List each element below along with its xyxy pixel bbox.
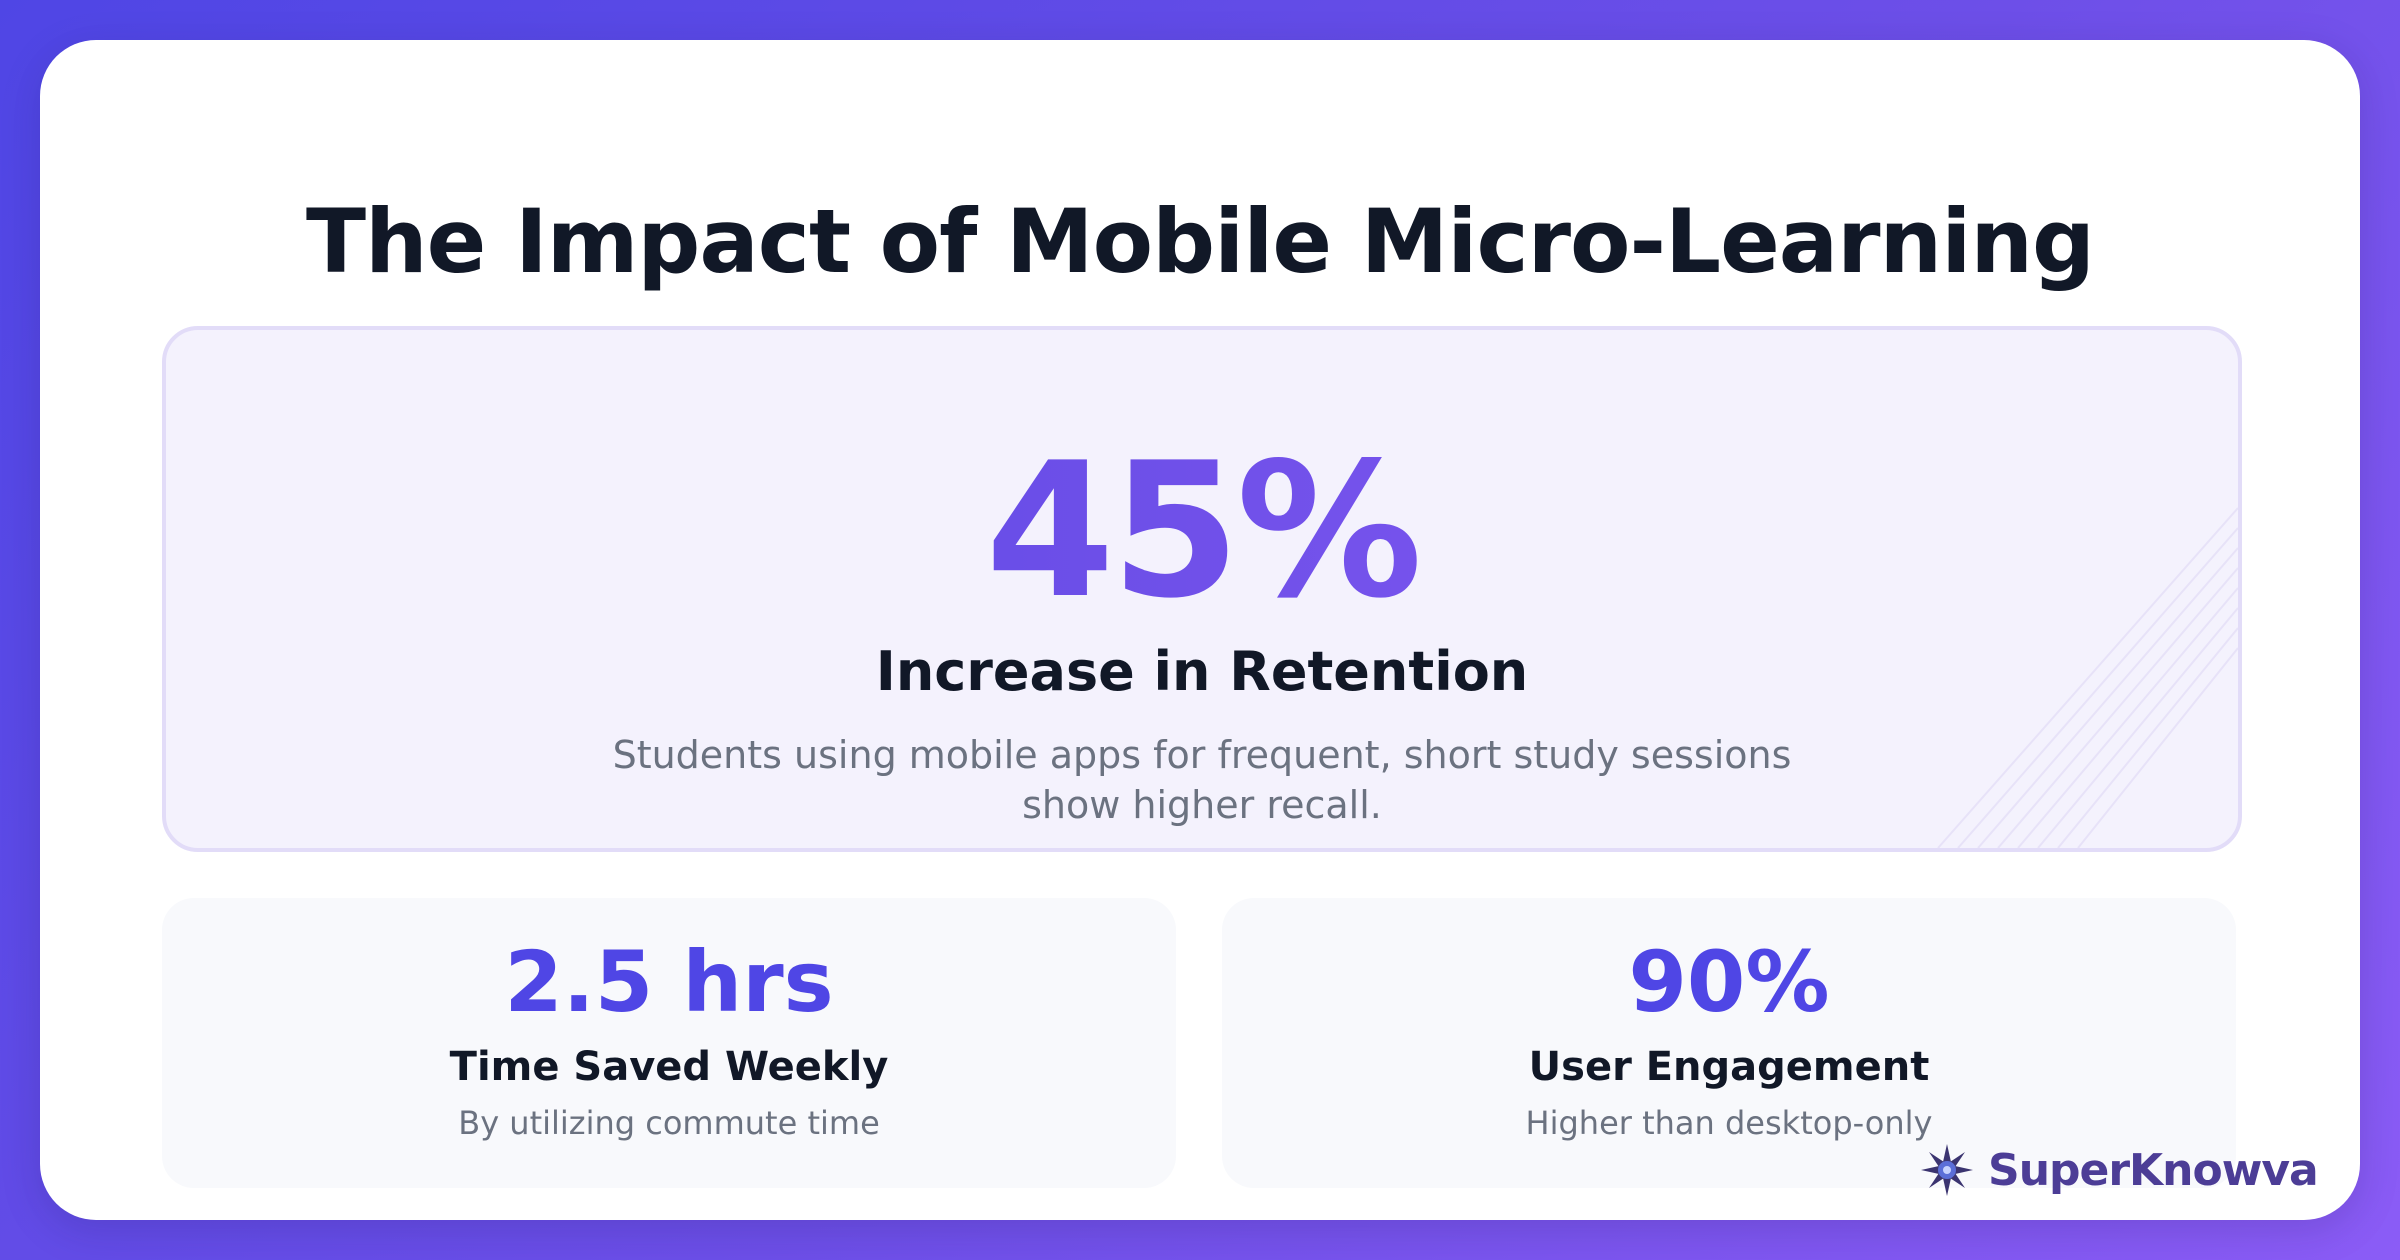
stat-value: 90% <box>1628 933 1830 1031</box>
starburst-logo-icon <box>1921 1144 1973 1196</box>
hero-description: Students using mobile apps for frequent,… <box>612 733 1792 827</box>
stat-card-time-saved: 2.5 hrs Time Saved Weekly By utilizing c… <box>162 898 1176 1188</box>
hero-value: 45% <box>166 438 2238 624</box>
stat-value: 2.5 hrs <box>504 933 834 1031</box>
brand-logo: SuperKnowva <box>1920 1130 2319 1210</box>
infographic-card: The Impact of Mobile Micro-Learning 45% … <box>40 40 2360 1220</box>
hero-stat-panel: 45% Increase in Retention Students using… <box>162 326 2242 852</box>
stat-description: Higher than desktop-only <box>1525 1104 1933 1142</box>
decorative-lines-graphic <box>1937 507 2238 848</box>
stat-card-user-engagement: 90% User Engagement Higher than desktop-… <box>1222 898 2236 1188</box>
hero-label: Increase in Retention <box>875 640 1529 703</box>
stat-description: By utilizing commute time <box>458 1104 880 1142</box>
stat-label: User Engagement <box>1528 1044 1930 1090</box>
page-title: The Impact of Mobile Micro-Learning <box>306 190 2095 293</box>
stat-label: Time Saved Weekly <box>449 1044 889 1090</box>
brand-name: SuperKnowva <box>1988 1144 2319 1196</box>
